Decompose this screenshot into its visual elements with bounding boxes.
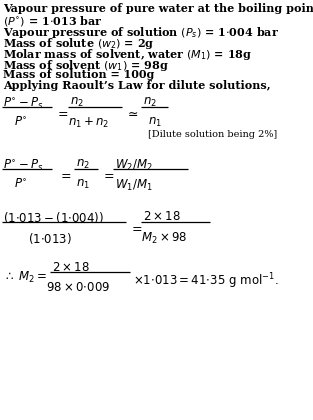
Text: Mass of solution = 100g: Mass of solution = 100g: [3, 69, 154, 80]
Text: $n_2$: $n_2$: [143, 96, 157, 109]
Text: Mass of solvent $(w_1)$ = 98g: Mass of solvent $(w_1)$ = 98g: [3, 58, 169, 73]
Text: Vapour pressure of pure water at the boiling poin: Vapour pressure of pure water at the boi…: [3, 3, 313, 14]
Text: $=$: $=$: [55, 106, 69, 119]
Text: $(1{\cdot}013)$: $(1{\cdot}013)$: [28, 231, 72, 246]
Text: $n_2$: $n_2$: [70, 96, 84, 109]
Text: Molar mass of solvent, water $(M_1)$ = 18g: Molar mass of solvent, water $(M_1)$ = 1…: [3, 47, 252, 62]
Text: $=$: $=$: [58, 168, 72, 181]
Text: $n_1$: $n_1$: [76, 178, 90, 191]
Text: $2 \times 18$: $2 \times 18$: [143, 210, 181, 223]
Text: $n_1$: $n_1$: [148, 116, 162, 129]
Text: $n_1 + n_2$: $n_1 + n_2$: [68, 116, 109, 130]
Text: $W_2/M_2$: $W_2/M_2$: [115, 158, 153, 173]
Text: $P^{\circ}$: $P^{\circ}$: [14, 116, 28, 129]
Text: $=$: $=$: [129, 221, 143, 234]
Text: [Dilute solution being 2%]: [Dilute solution being 2%]: [148, 130, 277, 139]
Text: $\simeq$: $\simeq$: [125, 106, 139, 119]
Text: $P^{\circ}-P_s$: $P^{\circ}-P_s$: [3, 158, 44, 173]
Text: $98 \times 0{\cdot}009$: $98 \times 0{\cdot}009$: [46, 281, 110, 294]
Text: $M_2 \times 98$: $M_2 \times 98$: [141, 231, 187, 246]
Text: Mass of solute $(w_2)$ = 2g: Mass of solute $(w_2)$ = 2g: [3, 36, 155, 51]
Text: $W_1/M_1$: $W_1/M_1$: [115, 178, 153, 193]
Text: $\times 1{\cdot}013 = 41{\cdot}35\ \mathrm{g\ mol}^{-1}.$: $\times 1{\cdot}013 = 41{\cdot}35\ \math…: [133, 271, 279, 291]
Text: $(P^{\circ})$ = 1$\cdot$013 bar: $(P^{\circ})$ = 1$\cdot$013 bar: [3, 14, 103, 28]
Text: $n_2$: $n_2$: [76, 158, 90, 171]
Text: $P^{\circ}-P_s$: $P^{\circ}-P_s$: [3, 96, 44, 111]
Text: $(1{\cdot}013 - (1{\cdot}004))$: $(1{\cdot}013 - (1{\cdot}004))$: [3, 210, 104, 225]
Text: $=$: $=$: [101, 168, 115, 181]
Text: Applying Raoult’s Law for dilute solutions,: Applying Raoult’s Law for dilute solutio…: [3, 80, 271, 91]
Text: $\therefore$ $M_2 =$: $\therefore$ $M_2 =$: [3, 270, 48, 285]
Text: Vapour pressure of solution $(P_s)$ = 1$\cdot$004 bar: Vapour pressure of solution $(P_s)$ = 1$…: [3, 25, 279, 40]
Text: $P^{\circ}$: $P^{\circ}$: [14, 178, 28, 191]
Text: $2 \times 18$: $2 \times 18$: [52, 261, 90, 274]
